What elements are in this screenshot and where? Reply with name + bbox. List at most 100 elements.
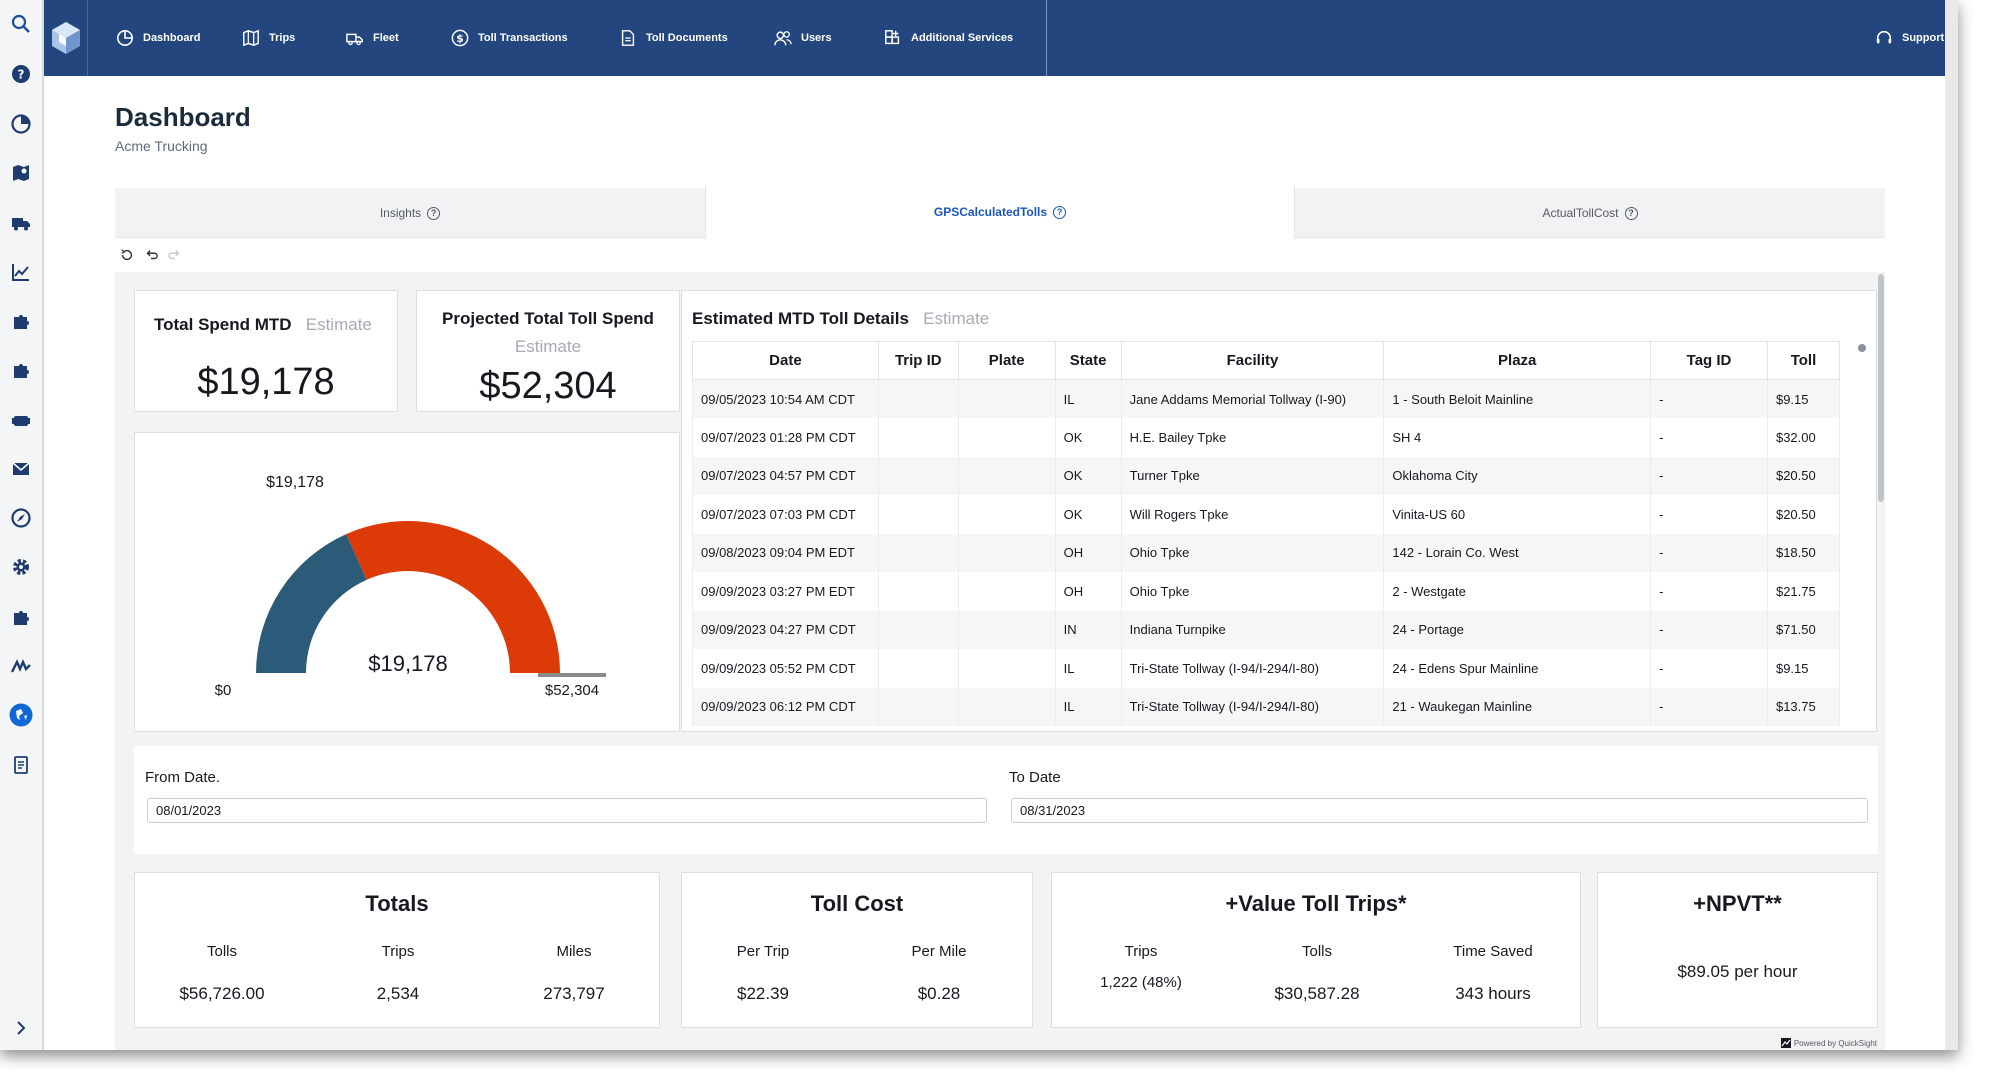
tab-actualtollcost[interactable]: ActualTollCost ? bbox=[1295, 188, 1885, 238]
projected-spend-card: Projected Total Toll Spend Estimate $52,… bbox=[416, 290, 680, 412]
nav-trips[interactable]: Trips bbox=[242, 0, 295, 76]
estimate-tag: Estimate bbox=[514, 337, 582, 356]
table-cell bbox=[957, 533, 1056, 572]
table-row[interactable]: 09/05/2023 10:54 AM CDT IL Jane Addams Mem… bbox=[692, 379, 1841, 418]
reset-icon[interactable] bbox=[120, 248, 134, 262]
help-circle-icon[interactable]: ? bbox=[1624, 206, 1638, 220]
nav-users[interactable]: Users bbox=[774, 0, 832, 76]
from-date-input[interactable] bbox=[147, 798, 987, 823]
table-row[interactable]: 09/09/2023 05:52 PM CDT IL Tri-State Tollw… bbox=[692, 649, 1841, 688]
camera-icon[interactable] bbox=[9, 408, 33, 432]
npvt-title: +NPVT** bbox=[1693, 891, 1782, 916]
sheet-tabs: Insights ? GPSCalculatedTolls ? ActualTo… bbox=[115, 185, 1885, 239]
column-header[interactable]: Date bbox=[692, 341, 879, 380]
column-header[interactable]: Tag ID bbox=[1650, 341, 1768, 380]
nav-toll-documents[interactable]: Toll Documents bbox=[619, 0, 728, 76]
table-cell: IL bbox=[1054, 649, 1122, 688]
tab-insights[interactable]: Insights ? bbox=[115, 188, 705, 238]
nav-toll-transactions-label: Toll Transactions bbox=[478, 32, 568, 44]
nav-dashboard-label: Dashboard bbox=[143, 32, 201, 44]
table-row[interactable]: 09/09/2023 03:27 PM EDT OH Ohio Tpke 2 - We… bbox=[692, 572, 1841, 611]
toll-cost-per-mile: Per Mile $0.28 bbox=[854, 943, 1024, 1004]
estimate-tag: Estimate bbox=[305, 315, 372, 334]
table-cell bbox=[957, 610, 1056, 649]
dashboard-icon bbox=[116, 29, 134, 47]
svg-text:?: ? bbox=[18, 68, 25, 82]
tab-insights-label: Insights bbox=[379, 206, 422, 220]
metric-value: 1,222 (48%) bbox=[1100, 974, 1182, 991]
help-circle-icon[interactable]: ? bbox=[1053, 205, 1067, 219]
metric-value: 2,534 bbox=[376, 984, 420, 1003]
toll-details-body: 09/05/2023 10:54 AM CDT IL Jane Addams Mem… bbox=[692, 379, 1841, 726]
npvt-value: $89.05 per hour bbox=[1677, 962, 1798, 981]
table-row[interactable]: 09/07/2023 01:28 PM CDT OK H.E. Bailey Tpk… bbox=[692, 418, 1841, 457]
total-spend-title-text: Total Spend MTD bbox=[154, 315, 292, 334]
users-icon bbox=[774, 31, 792, 46]
gauge-remaining-arc bbox=[346, 521, 560, 673]
report-icon[interactable] bbox=[9, 753, 33, 777]
dashboard-canvas: Total Spend MTD Estimate $19,178 Project… bbox=[115, 272, 1885, 1050]
metric-label: Trips bbox=[1124, 943, 1158, 960]
metric-label: Miles bbox=[556, 943, 592, 960]
table-row[interactable]: 09/09/2023 06:12 PM CDT IL Tri-State Tollw… bbox=[692, 687, 1841, 726]
window-scrollbar-track[interactable] bbox=[1945, 0, 1958, 1050]
globe-icon[interactable] bbox=[9, 703, 33, 727]
to-date-input[interactable] bbox=[1011, 798, 1868, 823]
table-cell: OK bbox=[1054, 418, 1122, 457]
table-cell: 09/07/2023 07:03 PM CDT bbox=[692, 495, 879, 534]
mail-icon[interactable] bbox=[9, 457, 33, 481]
table-cell: OK bbox=[1054, 456, 1122, 495]
help-icon[interactable]: ? bbox=[9, 62, 33, 86]
table-cell: 09/05/2023 10:54 AM CDT bbox=[692, 379, 879, 418]
puzzle-icon[interactable] bbox=[9, 309, 33, 333]
table-row[interactable]: 09/08/2023 09:04 PM EDT OH Ohio Tpke 142 - … bbox=[692, 533, 1841, 572]
metric-label: Time Saved bbox=[1453, 943, 1533, 960]
signature-icon[interactable] bbox=[9, 654, 33, 678]
toll-cost-per-trip: Per Trip $22.39 bbox=[678, 943, 848, 1004]
table-cell: $21.75 bbox=[1766, 572, 1841, 611]
gear-icon[interactable] bbox=[9, 555, 33, 579]
column-header[interactable]: Plate bbox=[957, 341, 1056, 380]
chart-line-icon[interactable] bbox=[9, 260, 33, 284]
canvas-scrollbar[interactable] bbox=[1878, 274, 1884, 502]
puzzle-icon[interactable] bbox=[9, 605, 33, 629]
column-header[interactable]: Facility bbox=[1120, 341, 1385, 380]
table-cell: $20.50 bbox=[1766, 495, 1841, 534]
help-circle-icon[interactable]: ? bbox=[427, 206, 441, 220]
nav-toll-transactions[interactable]: $ Toll Transactions bbox=[451, 0, 568, 76]
table-row[interactable]: 09/09/2023 04:27 PM CDT IN Indiana Turnpik… bbox=[692, 610, 1841, 649]
undo-redo-toolbar bbox=[120, 246, 182, 264]
column-header[interactable]: Toll bbox=[1766, 341, 1841, 380]
column-header[interactable]: Plaza bbox=[1383, 341, 1652, 380]
nav-dashboard[interactable]: Dashboard bbox=[116, 0, 200, 76]
table-cell: Tri-State Tollway (I-94/I-294/I-80) bbox=[1120, 649, 1385, 688]
table-cell: 09/09/2023 05:52 PM CDT bbox=[692, 649, 879, 688]
search-icon[interactable] bbox=[9, 12, 33, 36]
undo-icon[interactable] bbox=[144, 248, 158, 262]
chevron-right-icon[interactable] bbox=[9, 1016, 33, 1040]
compass-icon[interactable] bbox=[9, 506, 33, 530]
truck-icon[interactable] bbox=[9, 211, 33, 235]
gauge-filled-arc bbox=[256, 534, 367, 673]
column-header[interactable]: State bbox=[1054, 341, 1122, 380]
gauge-max-label: $52,304 bbox=[545, 682, 599, 699]
nav-additional-services[interactable]: Additional Services bbox=[884, 0, 1013, 76]
quicksight-logo-icon bbox=[1780, 1038, 1791, 1048]
nav-support[interactable]: Support bbox=[1875, 0, 1944, 76]
table-row[interactable]: 09/07/2023 07:03 PM CDT OK Will Rogers Tpk… bbox=[692, 495, 1841, 534]
nav-fleet-label: Fleet bbox=[373, 32, 399, 44]
table-cell: 1 - South Beloit Mainline bbox=[1383, 379, 1652, 418]
table-row[interactable]: 09/07/2023 04:57 PM CDT OK Turner Tpke Okla… bbox=[692, 456, 1841, 495]
table-cell: IN bbox=[1054, 610, 1122, 649]
app-logo[interactable] bbox=[44, 0, 88, 76]
table-cell: - bbox=[1650, 649, 1768, 688]
puzzle-icon[interactable] bbox=[9, 358, 33, 382]
map-marker-icon[interactable] bbox=[9, 161, 33, 185]
analytics-icon[interactable] bbox=[9, 112, 33, 136]
nav-fleet[interactable]: Fleet bbox=[346, 0, 399, 76]
table-cell: - bbox=[1650, 572, 1768, 611]
redo-icon[interactable] bbox=[168, 248, 182, 262]
table-cell bbox=[877, 495, 959, 534]
column-header[interactable]: Trip ID bbox=[877, 341, 959, 380]
tab-gpscalculatedtolls[interactable]: GPSCalculatedTolls ? bbox=[705, 185, 1295, 239]
